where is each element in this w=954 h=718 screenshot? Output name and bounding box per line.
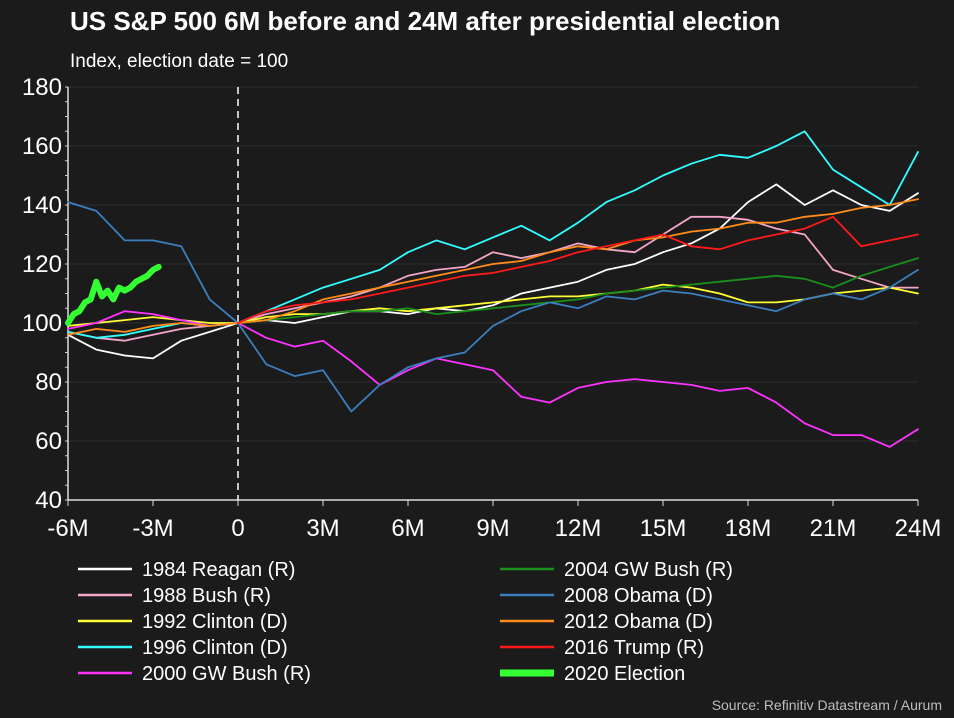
x-tick-label: 3M bbox=[306, 515, 339, 542]
series-line-7 bbox=[67, 198, 919, 336]
chart-subtitle: Index, election date = 100 bbox=[70, 51, 289, 72]
series-line-2 bbox=[67, 283, 919, 327]
legend-label-7: 2012 Obama (D) bbox=[564, 611, 713, 633]
legend-label-6: 2008 Obama (D) bbox=[564, 585, 713, 607]
x-tick-label: 9M bbox=[476, 515, 509, 542]
y-tick-label: 80 bbox=[35, 369, 62, 396]
x-tick-label: 15M bbox=[640, 515, 687, 542]
x-tick-label: -6M bbox=[47, 515, 88, 542]
legend-label-3: 1996 Clinton (D) bbox=[142, 637, 288, 659]
gridlines bbox=[68, 86, 918, 501]
legend-label-1: 1988 Bush (R) bbox=[142, 585, 271, 607]
x-tick-label: 18M bbox=[725, 515, 772, 542]
series-line-8 bbox=[237, 215, 919, 324]
y-tick-label: 140 bbox=[22, 192, 62, 219]
series-line-5 bbox=[237, 257, 919, 324]
series-line-6 bbox=[67, 201, 919, 413]
legend-label-9: 2020 Election bbox=[564, 663, 685, 685]
y-tick-label: 60 bbox=[35, 428, 62, 455]
series-line-0 bbox=[67, 183, 919, 360]
y-tick-label: 160 bbox=[22, 133, 62, 160]
y-tick-label: 100 bbox=[22, 310, 62, 337]
y-tick-label: 120 bbox=[22, 251, 62, 278]
series-line-3 bbox=[67, 130, 919, 339]
series-line-4 bbox=[67, 310, 919, 448]
legend: 1984 Reagan (R) 1988 Bush (R) 1992 Clinton… bbox=[78, 559, 733, 685]
x-tick-label: 21M bbox=[810, 515, 857, 542]
chart-title: US S&P 500 6M before and 24M after presi… bbox=[70, 6, 781, 36]
source-note: Source: Refinitiv Datastream / Aurum bbox=[711, 697, 942, 713]
x-tick-label: 24M bbox=[895, 515, 942, 542]
x-tick-label: -3M bbox=[132, 515, 173, 542]
x-tick-label: 6M bbox=[391, 515, 424, 542]
x-tick-label: 0 bbox=[231, 515, 244, 542]
legend-label-4: 2000 GW Bush (R) bbox=[142, 663, 311, 685]
legend-label-0: 1984 Reagan (R) bbox=[142, 559, 295, 581]
series-lines bbox=[65, 130, 919, 448]
y-tick-label: 40 bbox=[35, 487, 62, 514]
axes: 40 60 80 100 120 140 160 180 -6M -3M 0 3M 6M 9M 12M 15M… bbox=[22, 74, 941, 542]
legend-label-2: 1992 Clinton (D) bbox=[142, 611, 288, 633]
legend-label-8: 2016 Trump (R) bbox=[564, 637, 704, 659]
legend-label-5: 2004 GW Bush (R) bbox=[564, 559, 733, 581]
series-line-9 bbox=[65, 263, 162, 326]
y-tick-label: 180 bbox=[22, 74, 62, 101]
x-tick-label: 12M bbox=[555, 515, 602, 542]
